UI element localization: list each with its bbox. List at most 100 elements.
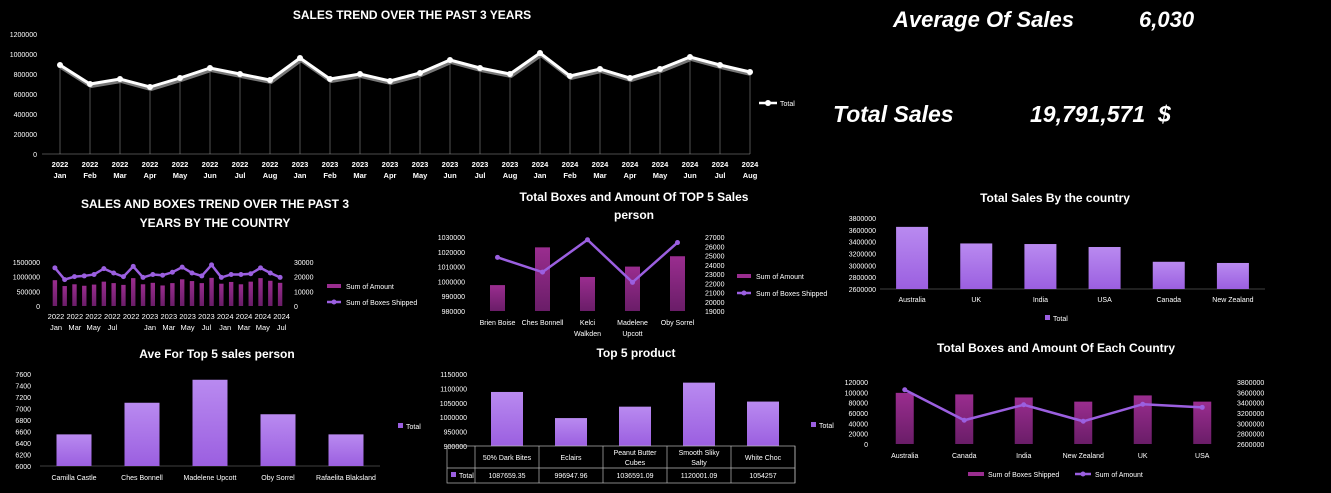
top5product-table-value: 1087659.35 [489, 473, 526, 480]
top5product-y-tick: 1100000 [440, 386, 467, 393]
boxesamount-legend-marker-amount [1080, 471, 1086, 477]
trend-point [357, 71, 363, 77]
top5person-boxes-line [497, 238, 679, 285]
salesboxes-boxes-line [53, 262, 281, 282]
boxesamount-x-label: Canada [952, 453, 977, 460]
salesboxes-y-left-tick: 500000 [17, 289, 40, 296]
trend-x-year: 2024 [532, 160, 550, 169]
country-bar [1216, 262, 1249, 289]
boxesamount-x-label: India [1016, 453, 1031, 460]
salesboxes-x-year: 2022 [85, 312, 102, 321]
salesboxes-x-month: Mar [68, 323, 81, 332]
top5product-y-tick: 1000000 [440, 415, 467, 422]
salesboxes-boxes-point [71, 274, 77, 280]
salesboxes-x-year: 2022 [48, 312, 65, 321]
trend-x-year: 2022 [82, 160, 99, 169]
trend-x-month: Mar [353, 171, 366, 180]
trend-x-year: 2022 [142, 160, 159, 169]
country-bar [1088, 246, 1121, 289]
avgperson-y-tick: 6600 [15, 430, 31, 437]
top5person-amount-bar [535, 247, 550, 311]
trend-x-month: Aug [263, 171, 278, 180]
salesboxes-boxes-point [209, 262, 215, 268]
salesboxes-y-right-tick: 10000 [294, 289, 314, 296]
trend-legend-marker [765, 100, 771, 106]
boxesamount-legend-boxes: Sum of Boxes Shipped [988, 472, 1059, 479]
trend-x-month: Apr [624, 171, 637, 180]
top5product-bar [747, 401, 779, 446]
boxesamount-amount-point [1080, 418, 1086, 424]
trend-point [537, 50, 543, 56]
trend-series-line [59, 51, 751, 89]
boxesamount-y-left-tick: 20000 [849, 432, 869, 439]
salesboxes-boxes-point [199, 273, 205, 279]
avgperson-legend-label: Total [406, 424, 421, 431]
salesboxes-x-year: 2024 [217, 312, 234, 321]
salesboxes-x-month: Jan [50, 323, 62, 332]
trend-x-year: 2022 [112, 160, 129, 169]
trend-point [447, 57, 453, 63]
top5product-table-header: Smooth Sliky [679, 450, 720, 457]
avgperson-title: Ave For Top 5 sales person [139, 347, 294, 361]
boxesamount-y-left-tick: 100000 [845, 390, 868, 397]
trend-x-year: 2023 [382, 160, 399, 169]
top5product-table-header: Salty [691, 460, 707, 467]
salesboxes-amount-bar [219, 283, 224, 306]
trend-x-year: 2022 [172, 160, 189, 169]
salesboxes-x-month: May [181, 323, 195, 332]
top5product-legend-swatch [811, 422, 816, 427]
salesboxes-amount-bar [111, 283, 116, 306]
top5person-amount-bar [670, 256, 685, 311]
trend-point [177, 75, 183, 81]
top5person-y-right-tick: 24000 [705, 263, 725, 270]
avgperson-bar [260, 414, 296, 466]
top5person-y-right-tick: 23000 [705, 272, 725, 279]
salesboxes-x-month: Jul [202, 323, 212, 332]
salesboxes-x-month: Jul [277, 323, 287, 332]
country-bar [1024, 244, 1057, 289]
salesboxes-legend-boxes: Sum of Boxes Shipped [346, 300, 417, 307]
top5product-table-row-swatch [451, 472, 456, 477]
salesboxes-amount-bar [91, 284, 97, 306]
trend-x-month: Mar [593, 171, 606, 180]
country-x-label: Australia [898, 297, 925, 304]
salesboxes-amount-bar [268, 280, 273, 306]
trend-x-month: Jun [203, 171, 217, 180]
country-bar [896, 226, 929, 289]
top5product-y-tick: 1150000 [440, 372, 467, 379]
salesboxes-boxes-point [140, 274, 146, 280]
trend-x-month: Jul [475, 171, 486, 180]
salesboxes-title-line1: SALES AND BOXES TREND OVER THE PAST 3 [81, 197, 349, 211]
boxesamount-boxes-bar [1193, 401, 1212, 444]
top5person-boxes-point [585, 237, 590, 243]
top5product-table-header: White Choc [745, 455, 782, 462]
boxesamount-amount-point [1140, 401, 1146, 407]
salesboxes-boxes-point [130, 263, 136, 269]
top5person-y-right-tick: 22000 [705, 281, 725, 288]
salesboxes-x-month: Mar [162, 323, 175, 332]
boxesamount-amount-point [961, 417, 967, 423]
boxesamount-y-right-tick: 2600000 [1237, 442, 1264, 449]
trend-x-month: Aug [743, 171, 758, 180]
trend-x-month: May [413, 171, 428, 180]
salesboxes-amount-bar [82, 285, 87, 306]
trend-point [207, 65, 213, 71]
top5person-y-right-tick: 26000 [705, 244, 725, 251]
salesboxes-boxes-point [81, 273, 87, 279]
trend-point [477, 65, 483, 71]
salesboxes-amount-bar [101, 281, 107, 306]
top5product-table-header: Eclairs [560, 455, 582, 462]
salesboxes-amount-bar [179, 279, 185, 306]
top5person-title-line2: person [614, 208, 654, 222]
salesboxes-x-month: Jan [219, 323, 231, 332]
total-sales-value: 19,791,571 [1030, 101, 1146, 127]
top5person-y-left-tick: 1030000 [438, 235, 465, 242]
salesboxes-x-year: 2022 [66, 312, 83, 321]
salesboxes-amount-bar [121, 284, 126, 306]
trend-point [417, 70, 423, 76]
salesboxes-boxes-point [228, 271, 234, 277]
salesboxes-boxes-point [52, 265, 58, 271]
top5person-y-left-tick: 990000 [442, 294, 465, 301]
trend-x-month: Apr [384, 171, 397, 180]
country-y-tick: 3800000 [849, 216, 876, 223]
